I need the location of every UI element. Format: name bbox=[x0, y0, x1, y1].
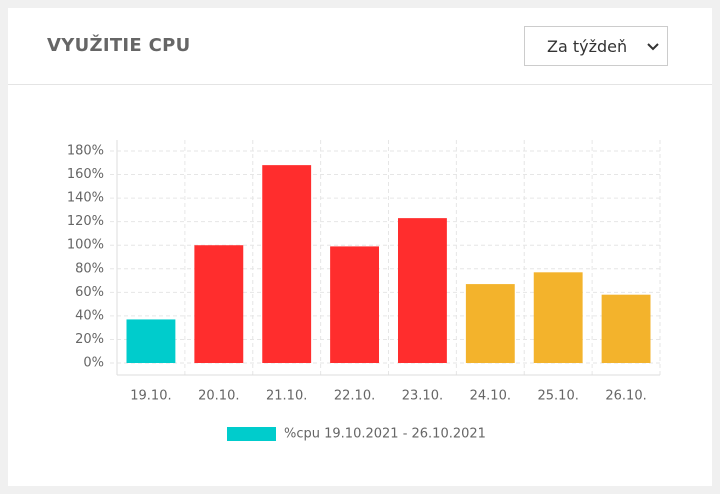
legend-label: %cpu 19.10.2021 - 26.10.2021 bbox=[284, 427, 486, 442]
x-tick-label: 25.10. bbox=[538, 389, 579, 404]
bar bbox=[601, 294, 651, 363]
x-tick-label: 21.10. bbox=[266, 389, 307, 404]
x-tick-label: 26.10. bbox=[605, 389, 646, 404]
y-tick-label: 0% bbox=[83, 356, 104, 371]
y-tick-label: 120% bbox=[67, 214, 104, 229]
x-tick-label: 23.10. bbox=[402, 389, 443, 404]
bar bbox=[126, 319, 176, 363]
bar bbox=[194, 245, 244, 363]
y-tick-label: 80% bbox=[75, 261, 104, 276]
bar bbox=[398, 218, 447, 363]
x-tick-label: 20.10. bbox=[198, 389, 239, 404]
select-value: Za týždeň bbox=[547, 37, 628, 56]
bar bbox=[533, 272, 583, 363]
bar bbox=[262, 165, 312, 363]
x-tick-label: 19.10. bbox=[130, 389, 171, 404]
y-tick-label: 180% bbox=[67, 144, 104, 159]
bar bbox=[465, 284, 515, 363]
x-tick-label: 22.10. bbox=[334, 389, 375, 404]
card-title: VYUŽITIE CPU bbox=[47, 35, 191, 56]
period-select[interactable]: Za týždeň bbox=[524, 26, 668, 66]
y-tick-label: 40% bbox=[75, 308, 104, 323]
card-header: VYUŽITIE CPU Za týždeň bbox=[8, 8, 712, 85]
bar bbox=[330, 246, 379, 363]
legend-swatch bbox=[227, 427, 276, 441]
y-tick-label: 60% bbox=[75, 285, 104, 300]
y-tick-label: 140% bbox=[67, 191, 104, 206]
y-tick-label: 100% bbox=[67, 238, 104, 253]
select-arrow bbox=[647, 43, 659, 51]
y-tick-label: 160% bbox=[67, 167, 104, 182]
x-tick-label: 24.10. bbox=[470, 389, 511, 404]
y-tick-label: 20% bbox=[75, 332, 104, 347]
